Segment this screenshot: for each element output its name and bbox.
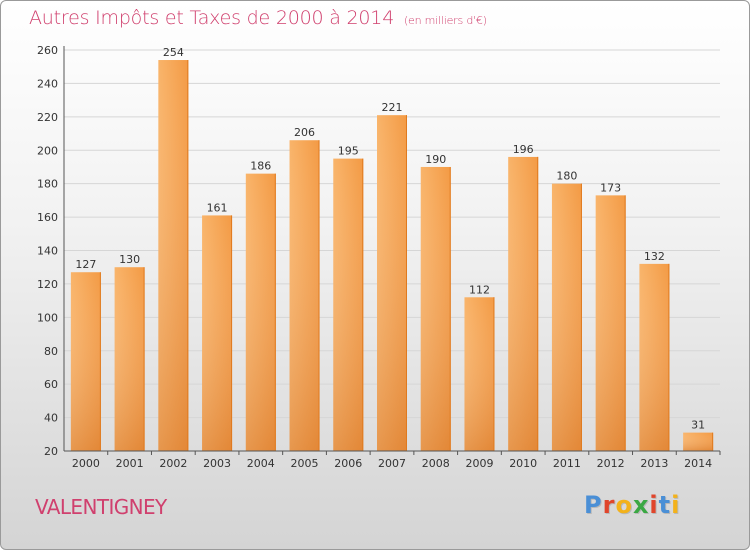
bar-shade [114,267,145,451]
logo-letter: P [584,491,603,519]
bar-group: 254 [158,46,189,452]
logo-letter: o [615,491,633,519]
bar-value-label: 190 [425,153,446,166]
bar-shade [683,432,714,451]
bar-shade [420,166,451,452]
bar-group: 190 [420,153,451,452]
bar-value-label: 180 [556,170,577,183]
x-tick-label: 2013 [640,457,668,470]
x-tick-label: 2006 [334,457,362,470]
x-tick-label: 2008 [422,457,450,470]
bar-value-label: 186 [250,160,271,173]
bar-shade [551,183,582,451]
x-tick-label: 2005 [291,457,319,470]
y-tick-label: 100 [37,311,58,324]
proxiti-logo: Proxiti [584,491,680,519]
y-tick-label: 180 [37,178,58,191]
bar-value-label: 31 [691,419,705,432]
bar-group: 31 [683,419,714,451]
x-tick-label: 2010 [509,457,537,470]
y-axis: 20 40 60 80 100 120 140 160 180 200 220 240 260 [37,44,65,458]
y-tick-label: 140 [37,245,58,258]
x-tick-label: 2002 [159,457,187,470]
logo-letter: r [602,491,616,519]
bar-shade [333,158,364,451]
x-tick-label: 2001 [116,457,144,470]
y-tick-label: 40 [44,412,58,425]
x-tick-label: 2004 [247,457,275,470]
bar-shade [245,173,276,451]
bar-shade [639,263,670,451]
x-tick-label: 2000 [72,457,100,470]
y-tick-label: 220 [37,111,58,124]
bar-shade [595,195,626,451]
bar-group: 132 [639,250,670,451]
y-tick-label: 120 [37,278,58,291]
bar-group: 196 [508,143,539,451]
bar-value-label: 161 [207,201,228,214]
bar-shade [70,272,101,451]
bar-value-label: 254 [163,46,184,59]
bar-value-label: 112 [469,283,490,296]
bar-shade [202,215,233,451]
bar-shade [377,115,407,451]
bar-group: 127 [70,258,101,451]
chart-subtitle: (en milliers d'€) [403,14,487,27]
bar-shade [289,140,320,451]
chart-title-text: Autres Impôts et Taxes de 2000 à 2014 [29,7,395,29]
logo-letter: t [658,491,672,519]
x-tick-label: 2007 [378,457,406,470]
y-tick-label: 80 [44,345,58,358]
bar-value-label: 127 [75,258,96,271]
bar-value-label: 173 [600,181,621,194]
bar-value-label: 206 [294,126,315,139]
x-tick-label: 2003 [203,457,231,470]
y-tick-label: 260 [37,44,58,57]
bar-shade [464,297,495,451]
bar-shade [508,156,539,451]
bar-group: 112 [464,283,495,451]
y-tick-label: 20 [44,445,58,458]
x-tick-label: 2012 [597,457,625,470]
bar-group: 161 [202,201,233,451]
logo-letter: x [632,491,650,519]
x-tick-label: 2014 [684,457,712,470]
logo-letter: i [649,491,659,519]
bar-group: 221 [377,101,407,451]
bar-value-label: 195 [338,145,359,158]
logo-letter: i [671,491,681,519]
x-axis: 2000 2001 2002 2003 2004 2005 2006 2007 2008 2009… [64,450,721,470]
bar-shade [158,60,189,452]
bar-group: 195 [333,145,364,451]
bar-group: 130 [114,253,145,451]
bar-value-label: 130 [119,253,140,266]
bar-value-label: 221 [382,101,403,114]
bar-value-label: 196 [513,143,534,156]
bar-group: 180 [551,170,582,451]
bar-group: 206 [289,126,320,451]
y-tick-label: 200 [37,144,58,157]
bar-group: 186 [245,160,276,451]
bars: 127 130 254 161 186 206 195 221 190 112 196 180 173 1… [70,46,714,452]
bar-value-label: 132 [644,250,665,263]
y-tick-label: 60 [44,378,58,391]
y-tick-label: 240 [37,77,58,90]
bar-group: 173 [595,181,626,451]
chart-title: Autres Impôts et Taxes de 2000 à 2014 (e… [29,7,487,29]
x-tick-label: 2009 [465,457,493,470]
x-tick-label: 2011 [553,457,581,470]
city-name: VALENTIGNEY [35,495,167,519]
y-tick-label: 160 [37,211,58,224]
